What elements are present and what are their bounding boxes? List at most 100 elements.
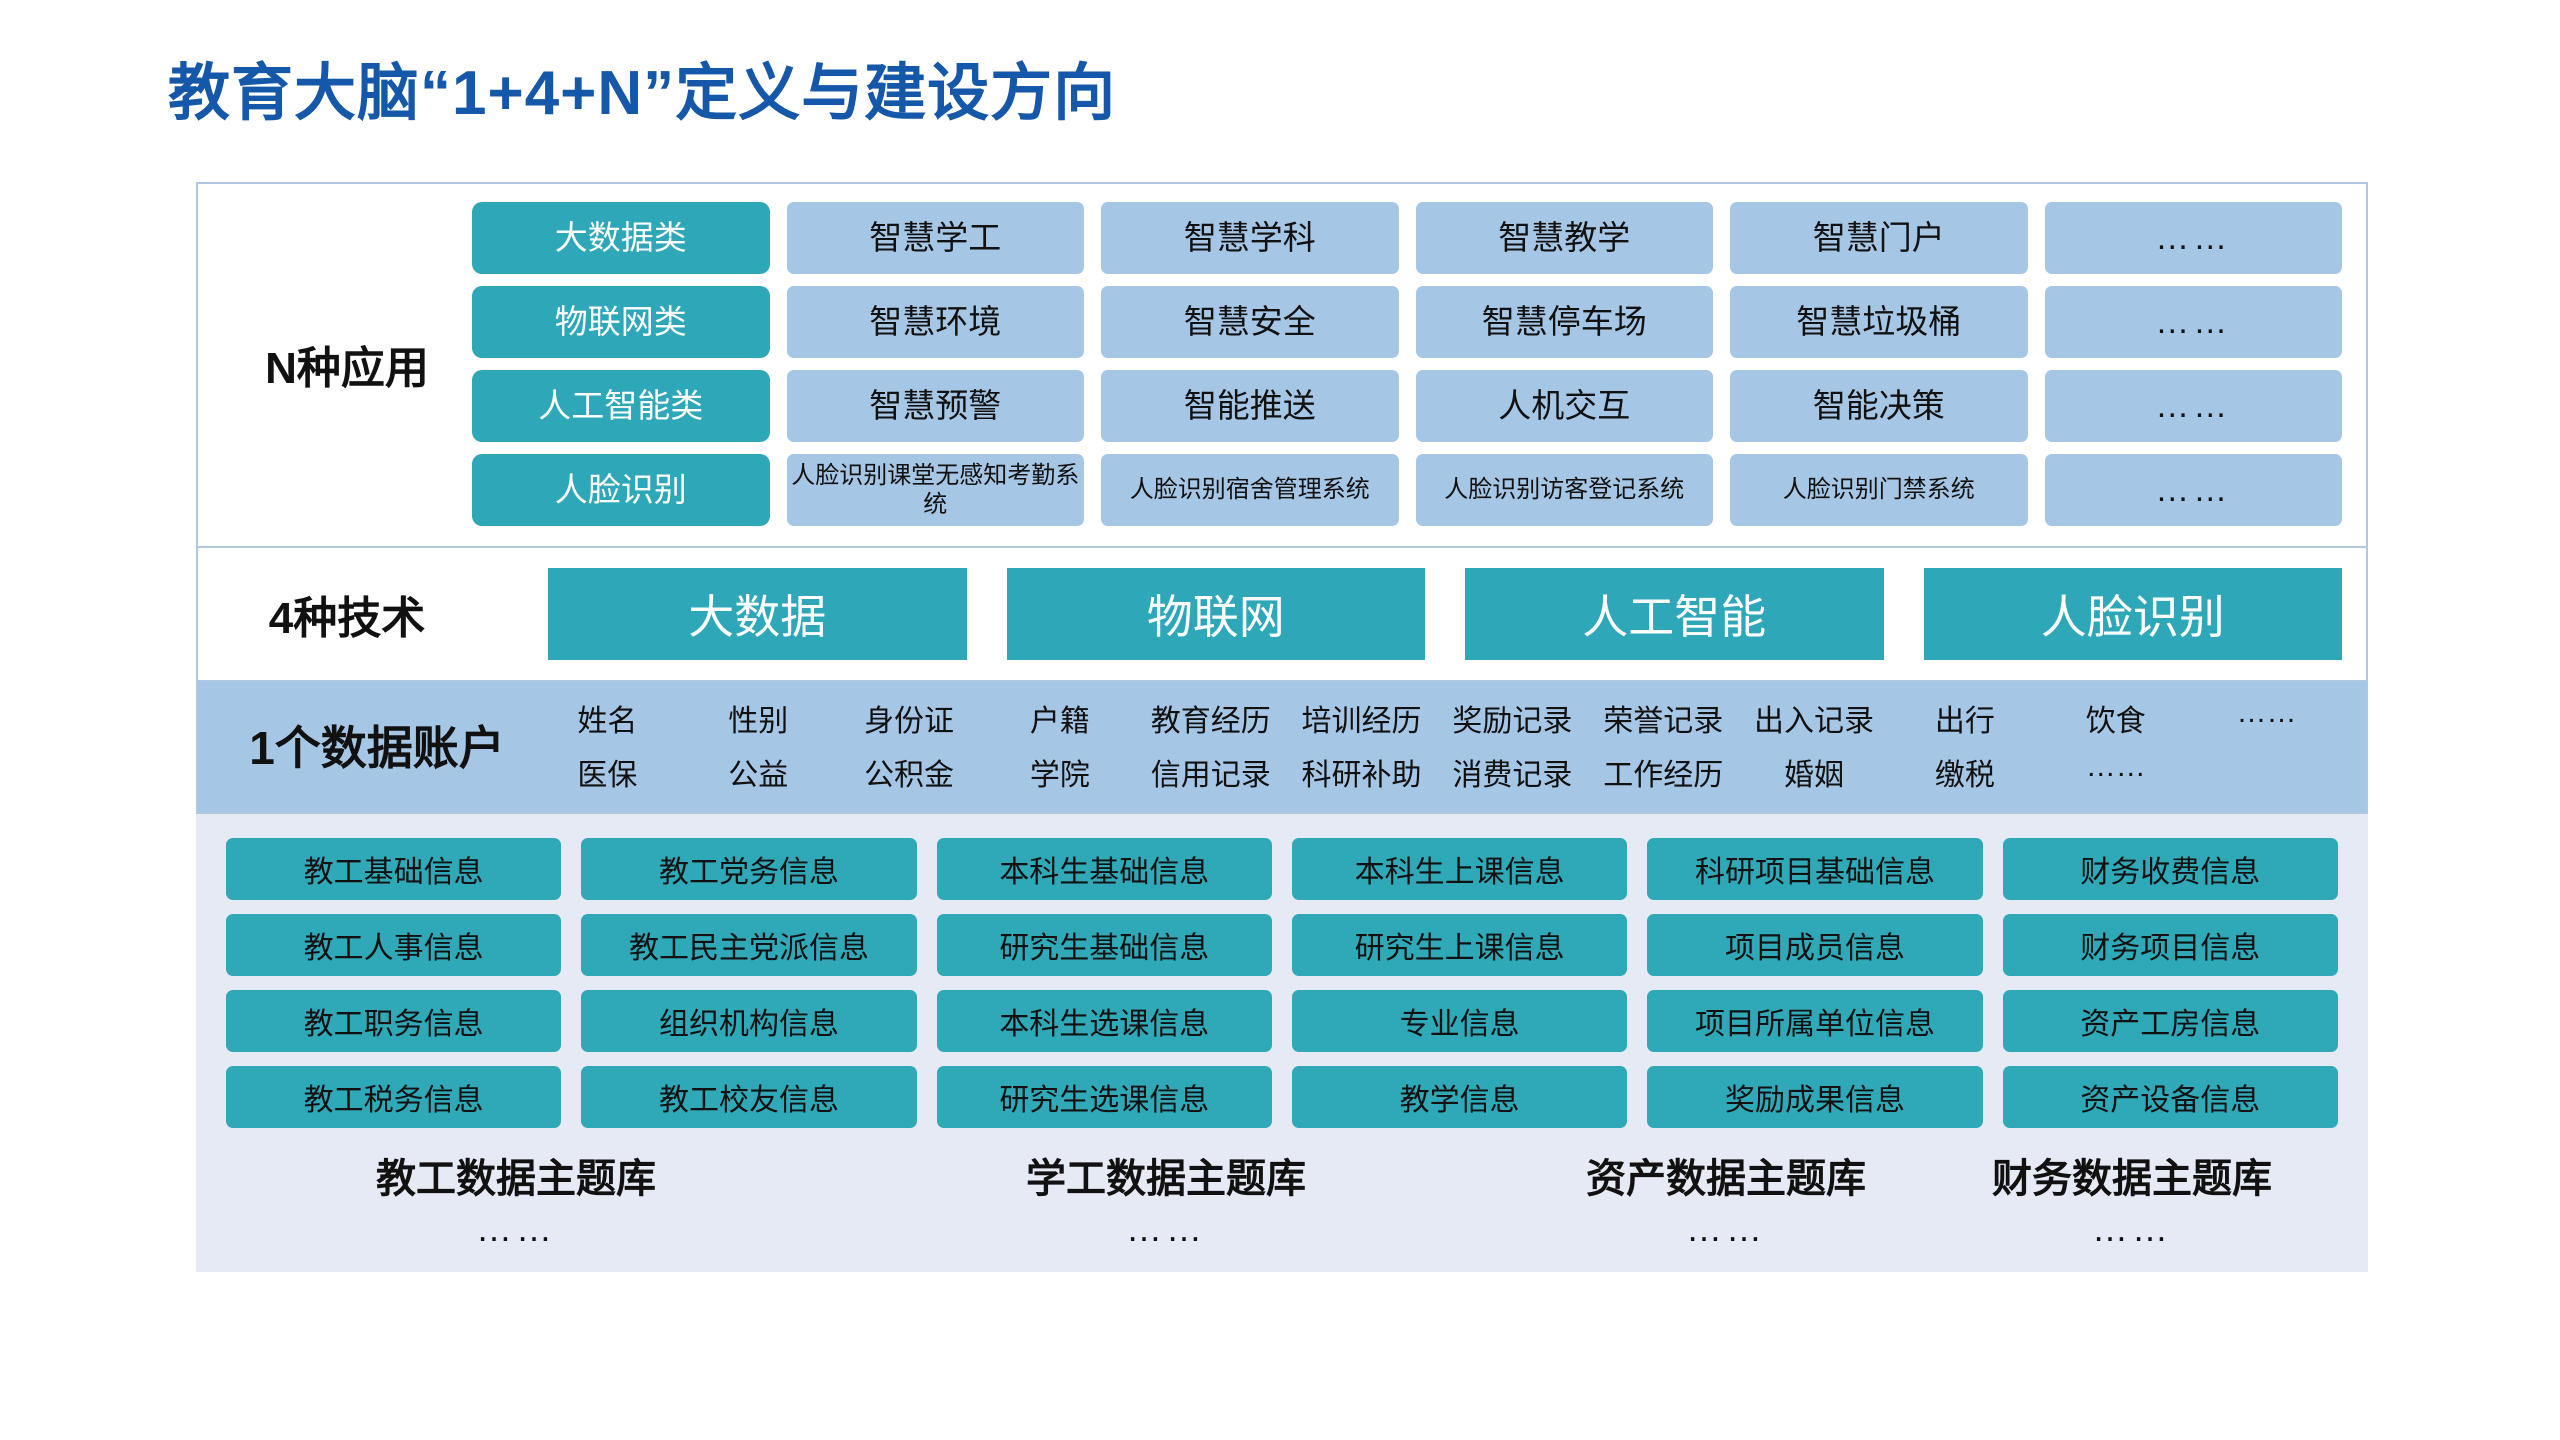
n-app-item[interactable]: 智慧安全 — [1101, 286, 1399, 358]
account-field: 医保 — [577, 759, 638, 792]
subject-cell[interactable]: 教工民主党派信息 — [581, 914, 917, 976]
account-field: 培训经历 — [1301, 705, 1422, 738]
n-app-item[interactable]: 智慧预警 — [786, 370, 1084, 442]
subject-cell[interactable]: 财务项目信息 — [2002, 914, 2338, 976]
n-app-item[interactable]: 智能决策 — [1730, 370, 2028, 442]
footer-ellipsis: …… — [476, 1208, 556, 1249]
footer-title: 资产数据主题库 — [1586, 1157, 1866, 1201]
n-category-iot[interactable]: 物联网类 — [472, 286, 770, 358]
account-field-ellipsis: …… — [2085, 750, 2146, 783]
subject-grid: 教工基础信息 教工党务信息 本科生基础信息 本科生上课信息 科研项目基础信息 财… — [226, 838, 2338, 1128]
subject-cell[interactable]: 研究生基础信息 — [936, 914, 1272, 976]
subject-cell[interactable]: 研究生上课信息 — [1291, 914, 1628, 976]
account-field: 消费记录 — [1452, 759, 1573, 792]
n-app-item[interactable]: 智慧学工 — [786, 202, 1084, 274]
n-app-item[interactable]: 智慧停车场 — [1415, 286, 1713, 358]
tech-box-ai[interactable]: 人工智能 — [1465, 568, 1884, 660]
subject-cell[interactable]: 项目所属单位信息 — [1647, 990, 1983, 1052]
account-field: 公积金 — [864, 759, 955, 792]
subject-cell[interactable]: 教工人事信息 — [226, 914, 562, 976]
n-row-face: 人脸识别 人脸识别课堂无感知考勤系统 人脸识别宿舍管理系统 人脸识别访客登记系统… — [472, 454, 2342, 526]
subject-cell[interactable]: 科研项目基础信息 — [1647, 838, 1983, 900]
subject-cell[interactable]: 本科生上课信息 — [1291, 838, 1628, 900]
subject-cell[interactable]: 教工校友信息 — [581, 1066, 917, 1128]
account-field: 身份证 — [864, 705, 955, 738]
tech-spacer — [472, 568, 508, 660]
account-column: 培训经历 科研补助 — [1286, 696, 1437, 794]
account-field: 奖励记录 — [1452, 705, 1573, 738]
account-field-ellipsis: …… — [2236, 696, 2297, 729]
footer-ellipsis: …… — [1686, 1208, 1766, 1249]
n-app-item[interactable]: 人脸识别门禁系统 — [1730, 454, 2028, 526]
account-column: 荣誉记录 工作经历 — [1588, 696, 1739, 794]
footer-ellipsis: …… — [2092, 1208, 2172, 1249]
section-1-data-account: 1个数据账户 姓名 医保 性别 公益 身份证 公积金 户籍 学院 — [196, 682, 2368, 814]
footer-title: 财务数据主题库 — [1992, 1157, 2272, 1201]
subject-cell[interactable]: 教工党务信息 — [581, 838, 917, 900]
footer-asset-library: 资产数据主题库 …… — [1526, 1146, 1926, 1250]
n-app-item[interactable]: 智慧垃圾桶 — [1730, 286, 2028, 358]
n-app-item[interactable]: 人脸识别宿舍管理系统 — [1101, 454, 1399, 526]
account-field: 性别 — [728, 705, 789, 738]
footer-title: 学工数据主题库 — [1026, 1157, 1306, 1201]
section-label-n: N种应用 — [265, 344, 429, 393]
account-field: 饮食 — [2085, 705, 2146, 738]
n-app-item[interactable]: 智慧学科 — [1101, 202, 1399, 274]
n-app-item[interactable]: 智慧环境 — [786, 286, 1084, 358]
account-field: 婚姻 — [1784, 759, 1845, 792]
n-category-face[interactable]: 人脸识别 — [472, 454, 770, 526]
account-field: 荣誉记录 — [1603, 705, 1724, 738]
account-field: 缴税 — [1934, 759, 1995, 792]
tech-box-iot[interactable]: 物联网 — [1006, 568, 1425, 660]
n-app-item[interactable]: 人机交互 — [1415, 370, 1713, 442]
n-app-ellipsis: …… — [2044, 202, 2342, 274]
technology-row: 大数据 物联网 人工智能 人脸识别 — [472, 568, 2342, 660]
subject-cell[interactable]: 教工职务信息 — [226, 990, 562, 1052]
n-row-iot: 物联网类 智慧环境 智慧安全 智慧停车场 智慧垃圾桶 …… — [472, 286, 2342, 358]
account-field: 信用记录 — [1150, 759, 1271, 792]
n-app-item[interactable]: 智慧门户 — [1730, 202, 2028, 274]
n-row-bigdata: 大数据类 智慧学工 智慧学科 智慧教学 智慧门户 …… — [472, 202, 2342, 274]
footer-finance-library: 财务数据主题库 …… — [1926, 1146, 2338, 1250]
n-app-item[interactable]: 智慧教学 — [1415, 202, 1713, 274]
account-column: 饮食 …… — [2040, 696, 2191, 784]
table-row: 教工职务信息 组织机构信息 本科生选课信息 专业信息 项目所属单位信息 资产工房… — [226, 990, 2338, 1052]
subject-cell[interactable]: 教工基础信息 — [226, 838, 562, 900]
subject-cell[interactable]: 组织机构信息 — [581, 990, 917, 1052]
account-field: 科研补助 — [1301, 759, 1422, 792]
subject-footer: 教工数据主题库 …… 学工数据主题库 …… 资产数据主题库 …… 财务数据主题库… — [226, 1146, 2338, 1250]
account-field: 出入记录 — [1754, 705, 1875, 738]
subject-cell[interactable]: 专业信息 — [1291, 990, 1628, 1052]
subject-cell[interactable]: 教学信息 — [1291, 1066, 1628, 1128]
section-4-technologies: 4种技术 大数据 物联网 人工智能 人脸识别 — [196, 548, 2368, 682]
subject-cell[interactable]: 奖励成果信息 — [1647, 1066, 1983, 1128]
account-column: 姓名 医保 — [532, 696, 683, 794]
account-column: 教育经历 信用记录 — [1135, 696, 1286, 794]
subject-cell[interactable]: 本科生基础信息 — [936, 838, 1272, 900]
subject-cell[interactable]: 财务收费信息 — [2002, 838, 2338, 900]
subject-cell[interactable]: 研究生选课信息 — [936, 1066, 1272, 1128]
n-app-ellipsis: …… — [2044, 370, 2342, 442]
subject-cell[interactable]: 项目成员信息 — [1647, 914, 1983, 976]
subject-cell[interactable]: 资产工房信息 — [2002, 990, 2338, 1052]
n-app-item[interactable]: 智能推送 — [1101, 370, 1399, 442]
n-row-ai: 人工智能类 智慧预警 智能推送 人机交互 智能决策 …… — [472, 370, 2342, 442]
tech-box-face[interactable]: 人脸识别 — [1923, 568, 2342, 660]
account-column: …… — [2191, 696, 2342, 774]
n-category-ai[interactable]: 人工智能类 — [472, 370, 770, 442]
account-field: 姓名 — [577, 705, 638, 738]
page-title: 教育大脑“1+4+N”定义与建设方向 — [168, 59, 1117, 128]
n-app-item[interactable]: 人脸识别访客登记系统 — [1415, 454, 1713, 526]
account-column: 出行 缴税 — [1889, 696, 2040, 794]
subject-cell[interactable]: 教工税务信息 — [226, 1066, 562, 1128]
n-applications-grid: 大数据类 智慧学工 智慧学科 智慧教学 智慧门户 …… 物联网类 智慧环境 智慧… — [472, 202, 2342, 526]
account-column: 户籍 学院 — [984, 696, 1135, 794]
subject-cell[interactable]: 资产设备信息 — [2002, 1066, 2338, 1128]
n-category-bigdata[interactable]: 大数据类 — [472, 202, 770, 274]
tech-box-bigdata[interactable]: 大数据 — [548, 568, 967, 660]
n-app-item[interactable]: 人脸识别课堂无感知考勤系统 — [786, 454, 1084, 526]
subject-cell[interactable]: 本科生选课信息 — [936, 990, 1272, 1052]
section-label-tech: 4种技术 — [268, 594, 426, 643]
diagram-frame: N种应用 大数据类 智慧学工 智慧学科 智慧教学 智慧门户 …… 物联网类 智慧… — [196, 182, 2368, 1272]
